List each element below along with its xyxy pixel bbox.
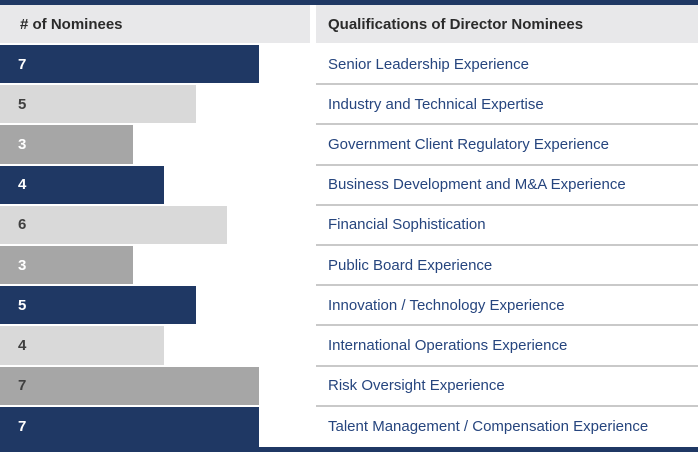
nominee-count-bar: 7 (0, 406, 259, 448)
qualification-label: Innovation / Technology Experience (328, 296, 565, 314)
nominee-count: 7 (18, 55, 27, 73)
table-row: 3 Public Board Experience (0, 246, 698, 287)
qualification-cell: Risk Oversight Experience (316, 366, 698, 407)
bar-cell: 6 (0, 205, 316, 247)
bar-cell: 7 (0, 45, 316, 86)
qualification-cell: Talent Management / Compensation Experie… (316, 406, 698, 448)
nominee-count: 4 (18, 337, 27, 355)
nominee-count-bar: 5 (0, 286, 196, 325)
bar-cell: 4 (0, 326, 316, 367)
table-row: 7 Talent Management / Compensation Experi… (0, 406, 698, 448)
bar-cell: 7 (0, 366, 316, 407)
nominee-count: 4 (18, 176, 27, 194)
qualification-label: International Operations Experience (328, 337, 568, 355)
qualification-label: Industry and Technical Expertise (328, 95, 544, 113)
nominees-column-header: # of Nominees (0, 5, 310, 43)
nominee-count: 3 (18, 256, 27, 274)
qualification-cell: Financial Sophistication (316, 205, 698, 247)
table-row: 7 Risk Oversight Experience (0, 366, 698, 407)
table-row: 5 Innovation / Technology Experience (0, 286, 698, 327)
table-row: 4 Business Development and M&A Experience (0, 165, 698, 206)
qualification-label: Financial Sophistication (328, 216, 486, 234)
bar-cell: 5 (0, 85, 316, 126)
qualification-label: Risk Oversight Experience (328, 377, 505, 395)
qualification-cell: Industry and Technical Expertise (316, 85, 698, 126)
qualification-cell: Government Client Regulatory Experience (316, 125, 698, 166)
nominee-count-bar: 4 (0, 165, 164, 204)
qualification-label: Government Client Regulatory Experience (328, 136, 609, 153)
qualification-cell: Senior Leadership Experience (316, 45, 698, 86)
nominee-count-bar: 4 (0, 326, 164, 365)
header-column-divider (310, 5, 316, 43)
table-row: 5 Industry and Technical Expertise (0, 85, 698, 126)
qualification-label: Public Board Experience (328, 256, 493, 274)
qualification-label: Senior Leadership Experience (328, 55, 529, 73)
table-row: 3 Government Client Regulatory Experience (0, 125, 698, 166)
nominee-count-bar: 6 (0, 205, 227, 245)
qualification-cell: Innovation / Technology Experience (316, 286, 698, 327)
nominee-count: 6 (18, 216, 27, 234)
nominee-count-bar: 5 (0, 85, 196, 124)
bar-cell: 7 (0, 406, 316, 448)
qualification-cell: Business Development and M&A Experience (316, 165, 698, 206)
qualification-cell: Public Board Experience (316, 246, 698, 287)
qualification-label: Business Development and M&A Experience (328, 176, 626, 194)
top-border (0, 0, 698, 5)
nominee-count: 3 (18, 136, 27, 153)
nominee-count: 5 (18, 296, 27, 314)
table-row: 6 Financial Sophistication (0, 205, 698, 247)
nominee-count-bar: 3 (0, 246, 133, 285)
nominee-count: 7 (18, 377, 27, 395)
table-header: # of Nominees Qualifications of Director… (0, 5, 698, 43)
nominee-count: 7 (18, 418, 27, 436)
table-row: 7 Senior Leadership Experience (0, 45, 698, 86)
bottom-border (0, 447, 698, 452)
bar-cell: 3 (0, 246, 316, 287)
qualification-cell: International Operations Experience (316, 326, 698, 367)
qualifications-column-header: Qualifications of Director Nominees (316, 5, 698, 43)
bar-cell: 3 (0, 125, 316, 166)
nominee-count-bar: 3 (0, 125, 133, 164)
nominee-count: 5 (18, 95, 27, 113)
nominee-count-bar: 7 (0, 45, 259, 84)
nominee-count-bar: 7 (0, 366, 259, 405)
table-row: 4 International Operations Experience (0, 326, 698, 367)
bar-cell: 5 (0, 286, 316, 327)
bar-cell: 4 (0, 165, 316, 206)
rows-container: 7 Senior Leadership Experience 5 Industry a… (0, 45, 698, 448)
qualification-label: Talent Management / Compensation Experie… (328, 418, 649, 436)
